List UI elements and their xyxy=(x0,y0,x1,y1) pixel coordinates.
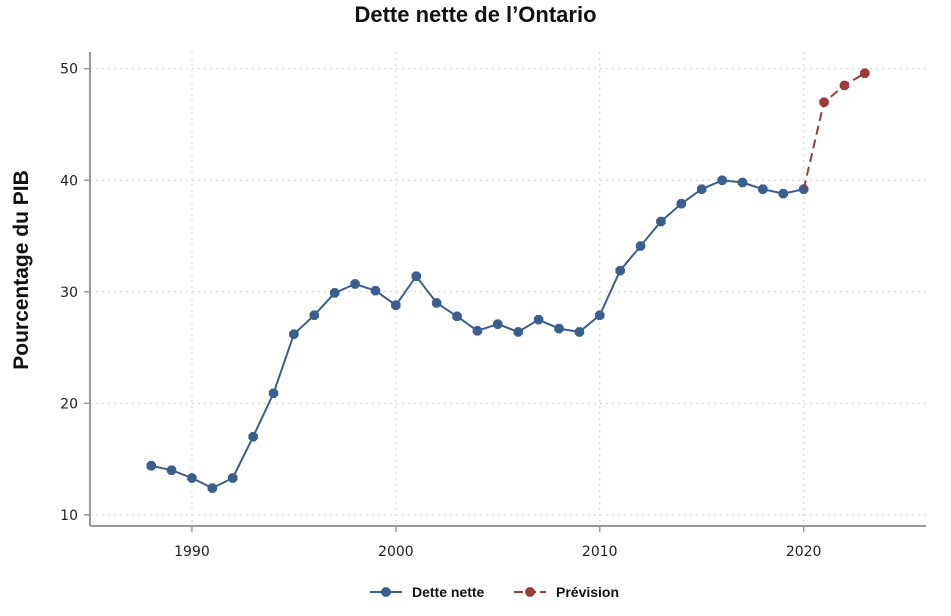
series-line xyxy=(802,72,866,190)
data-point xyxy=(737,177,748,188)
series-prevision xyxy=(802,68,870,190)
data-point xyxy=(289,329,299,339)
data-point xyxy=(370,285,381,296)
data-point xyxy=(778,188,789,199)
axes: 10 20 30 40 50 1990 2000 2010 2020 xyxy=(60,52,926,560)
data-point xyxy=(391,300,401,310)
x-tick-label: 1990 xyxy=(174,544,210,560)
x-tick-label: 2010 xyxy=(582,544,618,560)
data-point xyxy=(207,483,218,493)
data-point xyxy=(615,265,625,276)
data-point xyxy=(860,68,870,78)
legend-item-dette-nette: Dette nette xyxy=(370,584,485,600)
legend-label: Dette nette xyxy=(412,584,485,600)
legend-item-prevision: Prévision xyxy=(514,584,619,600)
x-tick-label: 2020 xyxy=(786,544,822,560)
data-point xyxy=(533,314,544,325)
data-point xyxy=(472,326,483,336)
data-point xyxy=(513,327,523,337)
data-point xyxy=(595,310,605,320)
x-tick-label: 2000 xyxy=(378,544,414,560)
data-point xyxy=(758,184,768,194)
data-point xyxy=(656,216,666,227)
data-point xyxy=(696,184,707,194)
grid-lines xyxy=(90,52,926,526)
data-point xyxy=(452,311,462,322)
y-tick-label: 30 xyxy=(60,285,78,301)
data-point xyxy=(554,323,564,334)
y-tick-label: 10 xyxy=(60,508,78,524)
data-point xyxy=(350,279,360,289)
data-point xyxy=(819,97,829,107)
y-tick-label: 40 xyxy=(60,173,78,189)
chart-title: Dette nette de l’Ontario xyxy=(354,2,597,27)
data-point xyxy=(431,298,442,308)
data-point xyxy=(411,271,421,281)
legend-marker xyxy=(381,587,391,597)
data-point xyxy=(839,80,850,91)
data-point xyxy=(676,198,687,209)
data-point xyxy=(146,461,156,471)
data-point xyxy=(248,432,258,442)
data-point xyxy=(329,288,340,298)
data-point xyxy=(268,388,279,399)
legend: Dette nette Prévision xyxy=(370,584,619,600)
data-point xyxy=(493,319,503,329)
y-tick-label: 50 xyxy=(60,62,78,78)
legend-marker xyxy=(525,587,535,597)
data-point xyxy=(187,473,197,483)
data-point xyxy=(717,175,727,186)
data-point xyxy=(635,241,646,251)
y-tick-label: 20 xyxy=(60,396,78,412)
data-point xyxy=(166,465,177,475)
legend-label: Prévision xyxy=(556,584,619,600)
y-axis-label: Pourcentage du PIB xyxy=(10,170,33,370)
data-point xyxy=(309,310,320,320)
series-dette-nette xyxy=(146,175,809,493)
data-point xyxy=(574,327,585,337)
series-layer xyxy=(146,68,870,493)
data-point xyxy=(227,473,238,483)
